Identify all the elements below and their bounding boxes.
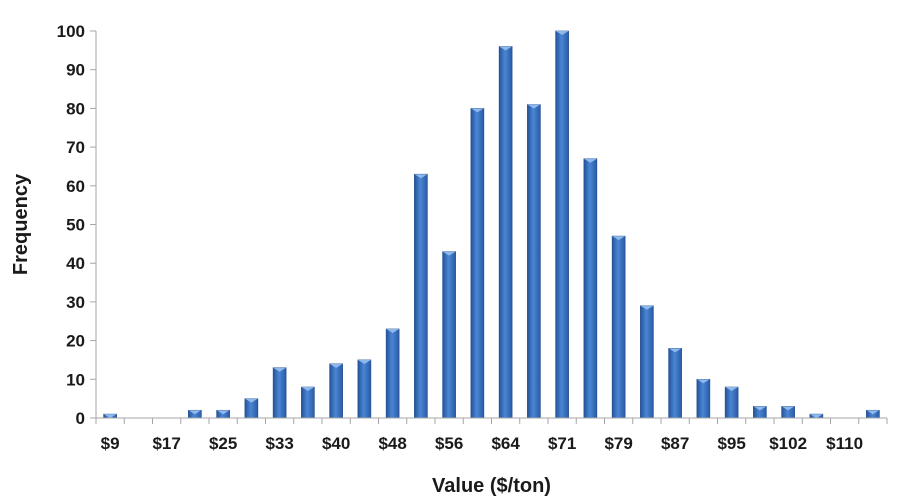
bar-highlight bbox=[386, 328, 400, 333]
bar-$91 bbox=[696, 378, 711, 419]
bar-highlight bbox=[273, 367, 287, 372]
bar-highlight bbox=[244, 398, 258, 403]
bar-$75 bbox=[583, 158, 598, 419]
x-tick-label: $56 bbox=[435, 434, 463, 453]
bar-highlight bbox=[357, 359, 371, 364]
bar-highlight bbox=[414, 174, 428, 179]
x-tick-label: $33 bbox=[265, 434, 293, 453]
y-tick-label: 30 bbox=[66, 293, 85, 312]
y-tick-label: 100 bbox=[57, 22, 85, 41]
bar-highlight bbox=[499, 46, 513, 51]
bar-highlight bbox=[555, 31, 569, 35]
y-tick-label: 40 bbox=[66, 254, 85, 273]
bar-highlight bbox=[188, 410, 202, 415]
bar-$40 bbox=[329, 363, 343, 419]
y-tick-label: 50 bbox=[66, 216, 85, 235]
bar-highlight bbox=[809, 414, 823, 419]
bar-highlight bbox=[470, 108, 484, 113]
y-tick-label: 70 bbox=[66, 138, 85, 157]
bar-highlight bbox=[753, 406, 767, 411]
x-tick-label: $9 bbox=[101, 434, 120, 453]
y-tick-label: 0 bbox=[76, 409, 85, 428]
x-ticks-group: $9 $17 $25 $33 $40 $48 $56 $64 $71 $79 $87 $95 $102 $… bbox=[95, 418, 888, 453]
bar-highlight bbox=[442, 251, 456, 256]
bar-$52 bbox=[414, 173, 428, 419]
bar-$56 bbox=[442, 251, 456, 419]
bars-group bbox=[103, 30, 880, 419]
bar-$48 bbox=[385, 328, 400, 419]
bar-$64 bbox=[498, 46, 513, 419]
bar-highlight bbox=[866, 410, 880, 415]
x-tick-label: $25 bbox=[209, 434, 237, 453]
bar-$44 bbox=[357, 359, 372, 419]
y-tick-label: 60 bbox=[66, 177, 85, 196]
bar-highlight bbox=[612, 236, 626, 241]
bar-highlight bbox=[103, 414, 117, 419]
x-tick-label: $87 bbox=[661, 434, 689, 453]
x-tick-label: $64 bbox=[491, 434, 520, 453]
x-tick-label: $71 bbox=[548, 434, 576, 453]
bar-highlight bbox=[725, 387, 739, 392]
bar-$71 bbox=[555, 30, 569, 419]
bar-highlight bbox=[781, 406, 795, 411]
bar-$79 bbox=[611, 235, 626, 419]
bar-$83 bbox=[640, 305, 654, 419]
bar-highlight bbox=[668, 348, 682, 353]
x-tick-label: $95 bbox=[717, 434, 745, 453]
bar-$87 bbox=[668, 348, 682, 419]
bar-$95 bbox=[724, 386, 739, 419]
bar-$36 bbox=[301, 386, 315, 419]
y-tick-label: 90 bbox=[66, 61, 85, 80]
bar-highlight bbox=[640, 305, 654, 310]
x-axis-title: Value ($/ton) bbox=[432, 475, 551, 497]
x-tick-label: $102 bbox=[769, 434, 807, 453]
bar-$33 bbox=[272, 367, 287, 419]
bar-highlight bbox=[583, 158, 597, 163]
x-tick-label: $17 bbox=[152, 434, 180, 453]
y-tick-label: 20 bbox=[66, 332, 85, 351]
y-tick-label: 80 bbox=[66, 99, 85, 118]
bar-highlight bbox=[527, 104, 541, 109]
bar-highlight bbox=[329, 363, 343, 368]
y-ticks-group: 0 10 20 30 40 50 60 70 80 90 100 bbox=[57, 22, 96, 428]
bar-highlight bbox=[216, 410, 230, 415]
bar-highlight bbox=[696, 379, 710, 384]
y-axis-title: Frequency bbox=[10, 173, 32, 275]
x-tick-label: $48 bbox=[378, 434, 406, 453]
y-tick-label: 10 bbox=[66, 370, 85, 389]
bar-$67 bbox=[527, 104, 541, 419]
x-tick-label: $110 bbox=[826, 434, 863, 453]
x-tick-label: $79 bbox=[604, 434, 632, 453]
bar-highlight bbox=[301, 387, 315, 392]
bar-$60 bbox=[470, 108, 485, 419]
x-tick-label: $40 bbox=[322, 434, 350, 453]
